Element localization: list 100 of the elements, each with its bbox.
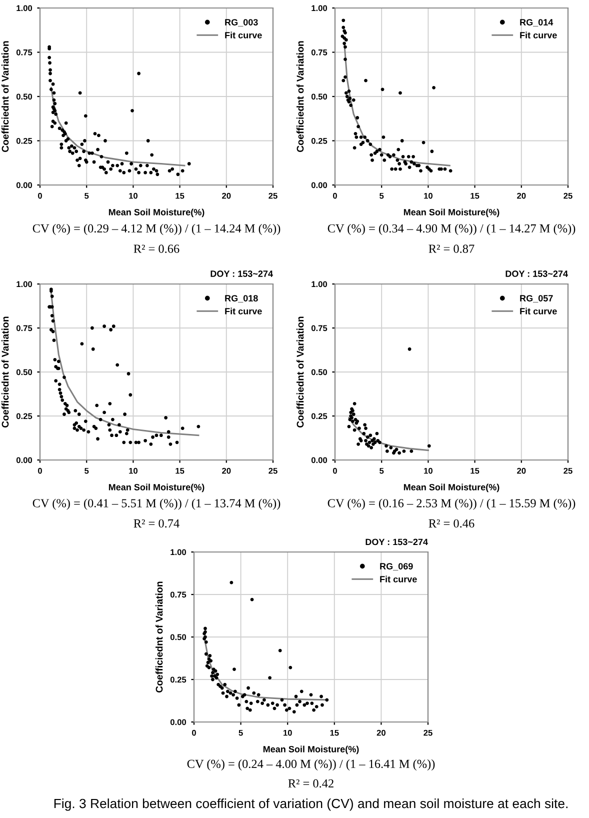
x-tick-label: 5 xyxy=(380,192,384,199)
point xyxy=(351,420,354,423)
y-tick-label: 1.00 xyxy=(16,5,32,12)
y-tick-label: 0.75 xyxy=(311,325,328,332)
legend-label: RG_014 xyxy=(520,19,554,26)
point xyxy=(364,438,368,442)
x-tick-label: 25 xyxy=(564,468,572,474)
x-tick-label: 0 xyxy=(38,468,42,474)
y-tick-label: 0.25 xyxy=(170,676,186,683)
line-series xyxy=(50,86,186,166)
point xyxy=(352,402,356,406)
y-tick-label: 0.25 xyxy=(311,138,328,144)
y-tick-label: 0.00 xyxy=(311,457,328,464)
chart-subtitle: DOY : 153~274 xyxy=(210,270,273,277)
legend-label: RG_003 xyxy=(225,19,258,26)
point xyxy=(384,444,388,448)
caption: Fig. 3 Relation between coefficient of variation (CV) and mean soil moisture at each site. xyxy=(54,798,568,811)
x-tick-label: 0 xyxy=(333,192,337,199)
y-tick-label: 0.25 xyxy=(16,413,32,420)
legend-label: Fit curve xyxy=(225,308,262,314)
chart-subtitle: DOY : 153~274 xyxy=(506,270,568,277)
point xyxy=(427,444,431,448)
y-axis-title: Coefficiednt of Variation xyxy=(296,41,304,152)
point xyxy=(362,432,366,436)
legend-label: Fit curve xyxy=(225,32,262,38)
y-tick-label: 0.00 xyxy=(311,182,328,188)
point xyxy=(410,450,414,453)
point xyxy=(363,423,367,426)
x-tick-label: 20 xyxy=(517,468,526,474)
x-tick-label: 5 xyxy=(238,730,243,736)
legend-label: RG_069 xyxy=(380,563,413,570)
y-tick-label: 0.25 xyxy=(16,138,32,144)
x-tick-label: 15 xyxy=(470,468,480,474)
x-tick-label: 25 xyxy=(268,468,278,474)
y-tick-label: 0.25 xyxy=(311,413,328,420)
x-tick-label: 20 xyxy=(376,730,386,736)
x-tick-label: 10 xyxy=(129,192,138,199)
y-axis-title: Coefficiednt of Variation xyxy=(296,316,304,428)
line-series xyxy=(344,42,450,166)
x-tick-label: 10 xyxy=(424,192,432,199)
text: CV (%) = (0.29 – 4.12 M (%)) / (1 – 14.24 M (%)) xyxy=(32,224,280,236)
x-tick-label: 25 xyxy=(564,192,572,199)
y-axis-title: Coefficiednt of Variation xyxy=(2,316,9,428)
legend-label: Fit curve xyxy=(520,32,557,38)
point xyxy=(356,442,360,446)
y-axis-title: Coefficiednt of Variation xyxy=(156,582,163,693)
x-tick-label: 5 xyxy=(380,468,384,474)
y-tick-label: 0.00 xyxy=(16,457,32,464)
x-tick-label: 0 xyxy=(333,468,337,474)
text: CV (%) = (0.16 – 2.53 M (%)) / (1 – 15.59 M (%)) xyxy=(328,498,576,510)
x-axis-title: Mean Soil Moisture(%) xyxy=(404,484,500,492)
point xyxy=(385,450,389,453)
y-tick-label: 1.00 xyxy=(16,281,32,288)
y-tick-label: 0.50 xyxy=(311,369,328,376)
y-tick-label: 0.50 xyxy=(16,369,32,376)
x-tick-label: 5 xyxy=(84,192,89,199)
point xyxy=(375,432,379,436)
x-tick-label: 25 xyxy=(268,192,278,199)
x-tick-label: 0 xyxy=(38,192,42,199)
legend-label: RG_018 xyxy=(225,295,258,302)
x-tick-label: 20 xyxy=(517,192,526,199)
y-tick-label: 0.00 xyxy=(16,182,32,188)
text: R² = 0.74 xyxy=(134,519,180,528)
y-tick-label: 0.75 xyxy=(170,592,186,598)
point xyxy=(398,451,402,455)
point xyxy=(358,426,361,430)
point xyxy=(402,450,406,453)
y-tick-label: 1.00 xyxy=(312,281,328,288)
x-tick-label: 0 xyxy=(192,730,196,736)
y-tick-label: 0.75 xyxy=(311,49,328,56)
point xyxy=(370,446,374,450)
y-axis-title: Coefficiednt of Variation xyxy=(2,41,9,152)
text: R² = 0.66 xyxy=(134,244,180,253)
chart-subtitle: DOY : 153~274 xyxy=(366,538,428,546)
x-tick-label: 15 xyxy=(176,468,184,474)
x-tick-label: 25 xyxy=(424,730,432,736)
text: R² = 0.46 xyxy=(428,519,474,528)
y-tick-label: 1.00 xyxy=(170,549,186,556)
y-tick-label: 0.50 xyxy=(170,634,186,640)
x-tick-label: 10 xyxy=(283,730,292,736)
point xyxy=(352,412,356,416)
y-tick-label: 0.50 xyxy=(16,94,32,100)
y-tick-label: 0.00 xyxy=(170,719,186,726)
x-axis-title: Mean Soil Moisture(%) xyxy=(108,208,204,218)
point xyxy=(366,435,370,439)
point xyxy=(408,347,412,351)
x-axis-title: Mean Soil Moisture(%) xyxy=(263,746,359,754)
point xyxy=(368,440,372,444)
x-axis-title: Mean Soil Moisture(%) xyxy=(108,484,204,492)
point xyxy=(368,434,372,438)
y-tick-label: 1.00 xyxy=(312,5,328,12)
x-axis-title: Mean Soil Moisture(%) xyxy=(404,208,500,218)
text: CV (%) = (0.24 – 4.00 M (%)) / (1 – 16.41 M (%)) xyxy=(187,759,435,770)
x-tick-label: 10 xyxy=(424,468,432,474)
x-tick-label: 5 xyxy=(84,468,89,474)
text: CV (%) = (0.34 – 4.90 M (%)) / (1 – 14.27 M (%)) xyxy=(328,224,576,236)
y-tick-label: 0.75 xyxy=(16,49,32,56)
x-tick-label: 15 xyxy=(330,730,339,736)
point xyxy=(352,428,356,432)
x-tick-label: 20 xyxy=(222,192,231,199)
